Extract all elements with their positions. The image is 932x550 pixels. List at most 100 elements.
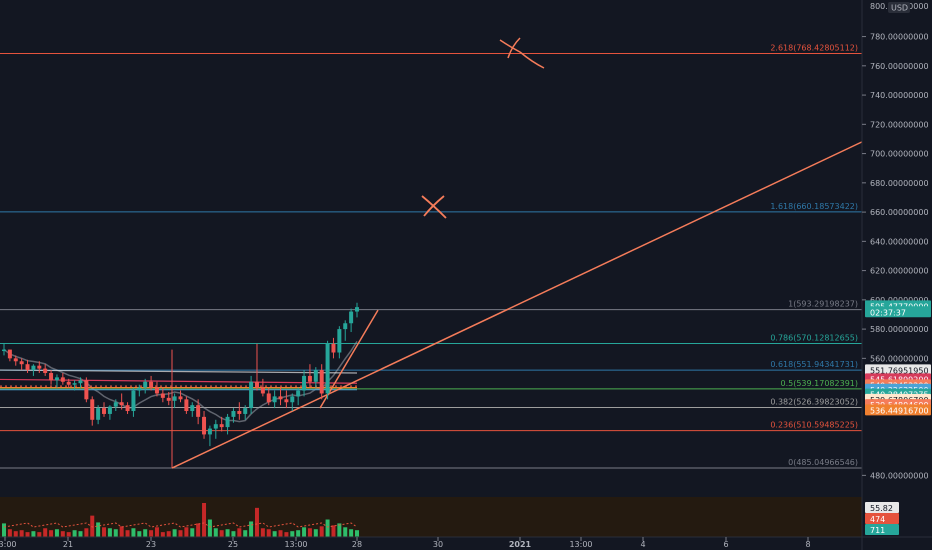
candle-body	[249, 381, 254, 409]
volume-bar	[131, 528, 136, 537]
candle-body	[119, 402, 124, 406]
volume-bar	[284, 532, 289, 537]
candle-body	[325, 343, 330, 394]
volume-bar	[154, 527, 159, 537]
candle-body	[7, 349, 12, 359]
volume-pane	[2, 503, 359, 537]
candle-body	[43, 368, 48, 373]
candle-body	[266, 393, 271, 403]
candle-body	[319, 370, 324, 394]
candle-body	[213, 424, 218, 429]
candle-body	[302, 375, 307, 391]
volume-tag-label: 55.82	[870, 504, 893, 513]
candle-body	[166, 397, 171, 401]
time-tick-label: 28	[352, 540, 362, 549]
candle-body	[260, 387, 265, 394]
volume-bar	[319, 526, 324, 537]
time-tick-label: 13:00	[0, 540, 17, 549]
volume-bar	[331, 525, 336, 537]
candle-body	[60, 377, 65, 382]
candle-body	[137, 387, 142, 391]
volume-ma-line	[3, 522, 358, 528]
volume-bar	[296, 530, 301, 537]
candle-body	[307, 375, 312, 382]
fib-level-label: 0(485.04966546)	[788, 458, 858, 467]
candle-body	[202, 416, 207, 435]
volume-bar	[290, 531, 295, 537]
hand-drawn-x-mark	[421, 195, 447, 219]
volume-bar	[37, 532, 42, 537]
volume-tag	[865, 513, 899, 524]
candle-body	[284, 399, 289, 403]
volume-bar	[90, 515, 95, 537]
volume-bar	[260, 528, 265, 537]
volume-bar	[7, 529, 12, 537]
candle-body	[96, 408, 101, 420]
candle-body	[149, 381, 154, 388]
price-tick-label: 560.00000000	[870, 354, 929, 363]
volume-bar	[225, 529, 230, 537]
volume-bar	[54, 529, 59, 537]
fib-level-label: 1(593.29198237)	[788, 300, 858, 309]
volume-bar	[43, 528, 48, 537]
volume-bar	[355, 530, 359, 537]
volume-bar	[213, 528, 218, 537]
fib-level-label: 2.618(768.42805112)	[770, 43, 858, 52]
currency-label[interactable]: 800.00000000 USD	[870, 1, 929, 14]
volume-bar	[166, 531, 171, 537]
candle-body	[143, 381, 148, 388]
candle-body	[219, 424, 224, 428]
volume-bar	[207, 519, 212, 537]
volume-bar	[60, 531, 65, 537]
candle-body	[31, 365, 36, 371]
candle-body	[343, 323, 348, 330]
time-tick-label: 13:00	[284, 540, 307, 549]
volume-bar	[243, 530, 248, 537]
volume-bar	[219, 530, 224, 537]
volume-bar	[143, 529, 148, 537]
candle-body	[25, 364, 30, 371]
price-tick-label: 680.00000000	[870, 179, 929, 188]
time-tick-label: 2021	[509, 540, 532, 549]
candle-body	[2, 349, 6, 352]
candle-body	[184, 399, 189, 412]
fib-level-label: 0.618(551.94341731)	[770, 360, 858, 369]
volume-bar	[149, 530, 154, 537]
candle-body	[290, 396, 295, 403]
volume-bar	[313, 529, 318, 537]
candle-body	[331, 343, 336, 353]
fib-retracement[interactable]: 2.618(768.42805112) 1.618(660.18573422) 1(…	[0, 43, 862, 469]
volume-bar	[78, 531, 83, 537]
time-axis[interactable]: 13:00 21 23 25 13:00 28 30 2021 13:00 4 6 8	[0, 537, 811, 549]
candle-body	[13, 358, 18, 362]
time-tick-label: 8	[805, 540, 810, 549]
volume-bar	[96, 522, 101, 537]
price-tag-label: 536.44916700	[870, 406, 929, 415]
candle-body	[54, 377, 59, 381]
candle-body	[49, 372, 54, 381]
volume-bar	[272, 531, 277, 537]
volume-bar	[249, 521, 254, 537]
volume-bar	[25, 532, 30, 537]
volume-bar	[84, 528, 89, 537]
candle-body	[296, 390, 301, 397]
candle-body	[243, 408, 248, 414]
volume-bar	[107, 528, 112, 537]
price-axis[interactable]: 780.00000000 760.00000000 740.00000000 720.…	[862, 33, 929, 481]
candle-body	[172, 396, 177, 401]
price-tag	[865, 404, 931, 416]
price-tick-label: 620.00000000	[870, 267, 929, 276]
candle-body	[178, 396, 183, 400]
volume-tag	[865, 524, 899, 535]
candle-body	[237, 411, 242, 414]
price-tick-label: 780.00000000	[870, 33, 929, 42]
fib-level-label: 0.236(510.59485225)	[770, 421, 858, 430]
volume-bar	[102, 527, 107, 537]
candle-body	[349, 311, 354, 324]
volume-bar	[172, 529, 177, 537]
time-tick-label: 6	[723, 540, 728, 549]
candle-body	[337, 329, 342, 353]
candle-body	[90, 399, 95, 420]
